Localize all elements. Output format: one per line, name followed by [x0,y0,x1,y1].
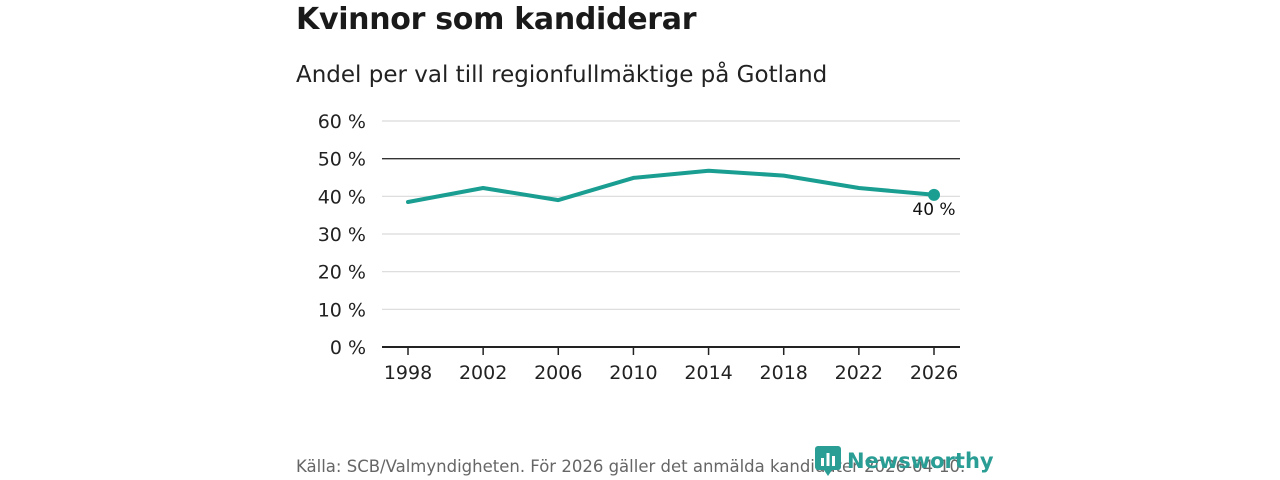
y-axis-labels: 0 % 10 % 20 % 30 % 40 % 50 % 60 % [318,111,366,359]
gridlines [382,120,960,310]
x-tick-label: 2006 [534,362,582,384]
y-tick-label: 60 % [318,111,366,133]
line-chart: 0 % 10 % 20 % 30 % 40 % 50 % 60 % 1998 2002 2006… [318,111,960,384]
series-layer: 40 % [406,168,956,220]
end-point-marker [928,188,940,201]
data-point [782,174,786,178]
series-line-andel-kvinnor [406,168,936,204]
y-tick-label: 20 % [318,262,366,284]
end-value-label: 40 % [912,200,955,220]
brand-name: Newsworthy [847,449,994,473]
x-tick-label: 2014 [684,362,732,384]
x-tick-label: 2026 [910,362,958,384]
y-tick-label: 0 % [330,337,366,359]
chart-title: Kvinnor som kandiderar [296,2,697,37]
chart-subtitle: Andel per val till regionfullmäktige på … [296,62,828,88]
data-point [481,186,485,190]
x-tick-label: 2010 [609,362,657,384]
data-point [857,186,861,190]
x-tick-label: 2002 [459,362,507,384]
y-tick-label: 10 % [318,299,366,321]
x-axis: 1998 2002 2006 2010 2014 2018 2022 2026 [382,346,960,384]
x-tick-label: 2022 [835,362,883,384]
x-tick-label: 2018 [760,362,808,384]
data-point [631,176,635,180]
data-point [707,169,711,173]
newsworthy-logo-icon [815,446,841,476]
brand-logo: Newsworthy [815,446,994,476]
y-tick-label: 50 % [318,149,366,171]
data-point [556,198,560,202]
y-tick-label: 30 % [318,224,366,246]
data-point [406,200,410,204]
x-tick-label: 1998 [384,362,432,384]
y-tick-label: 40 % [318,186,366,208]
source-note: Källa: SCB/Valmyndigheten. För 2026 gäll… [296,457,966,476]
